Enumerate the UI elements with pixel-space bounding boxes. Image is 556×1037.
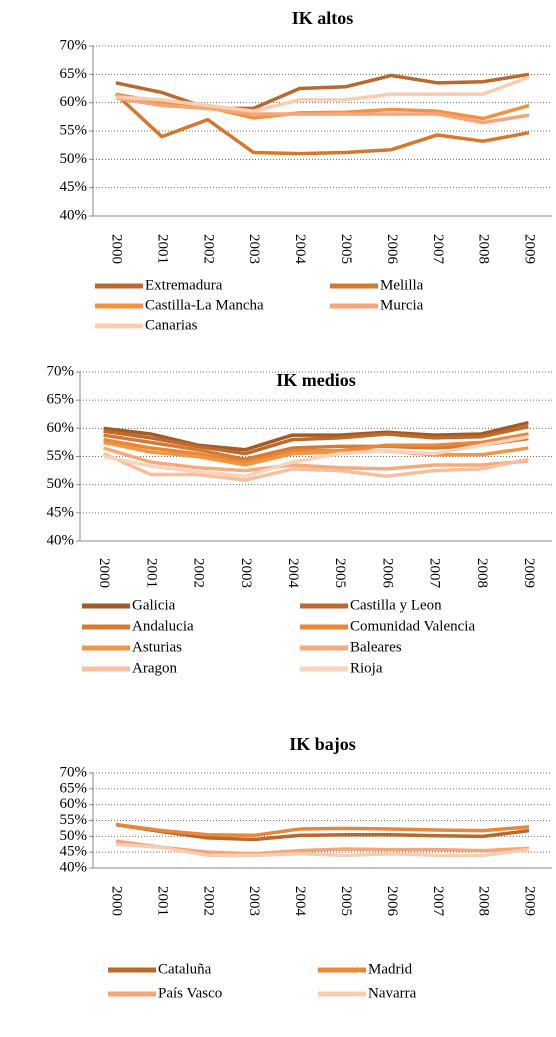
y-tick-label: 60% (60, 796, 88, 812)
series-line (103, 435, 529, 478)
x-tick-label: 2005 (338, 886, 354, 916)
series-line (103, 420, 529, 452)
y-tick-label: 40% (60, 859, 88, 875)
legend-label: Asturias (132, 639, 182, 655)
legend-label: Extremadura (145, 277, 223, 293)
chart-title: IK bajos (289, 734, 356, 754)
x-tick-label: 2005 (332, 558, 348, 588)
y-tick-label: 60% (47, 420, 75, 436)
legend-label: Madrid (368, 961, 413, 977)
y-tick-label: 65% (47, 392, 75, 408)
x-tick-label: 2006 (379, 558, 395, 589)
y-tick-label: 45% (60, 179, 88, 195)
y-tick-label: 45% (47, 504, 75, 520)
series-line (103, 424, 529, 456)
x-tick-label: 2000 (96, 558, 112, 588)
y-tick-label: 55% (47, 448, 75, 464)
x-tick-label: 2007 (430, 234, 446, 265)
x-tick-label: 2000 (109, 234, 125, 264)
series-line (115, 822, 530, 838)
y-tick-label: 70% (60, 37, 88, 53)
series-line (115, 822, 530, 842)
x-tick-label: 2004 (292, 886, 308, 917)
x-tick-label: 2009 (522, 886, 538, 916)
y-tick-label: 55% (60, 812, 88, 828)
series-line (103, 440, 529, 467)
y-tick-label: 40% (47, 532, 75, 548)
legend-label: Castilla-La Mancha (145, 297, 264, 313)
x-tick-label: 2003 (246, 886, 262, 916)
x-tick-label: 2007 (430, 886, 446, 917)
x-tick-label: 2003 (246, 234, 262, 264)
x-tick-label: 2001 (154, 234, 170, 264)
x-tick-label: 2008 (476, 234, 492, 264)
x-tick-label: 2000 (109, 886, 125, 916)
x-tick-label: 2006 (384, 234, 400, 265)
legend-label: Navarra (368, 985, 417, 1001)
y-tick-label: 50% (60, 151, 88, 167)
legend-label: Comunidad Valencia (350, 618, 475, 634)
x-tick-label: 2002 (200, 886, 216, 916)
x-tick-label: 2001 (154, 886, 170, 916)
series-line (115, 96, 530, 125)
y-tick-label: 50% (47, 476, 75, 492)
y-tick-label: 65% (60, 780, 88, 796)
x-tick-label: 2001 (143, 558, 159, 588)
x-tick-label: 2003 (238, 558, 254, 588)
y-tick-label: 60% (60, 94, 88, 110)
legend-label: Cataluña (158, 961, 212, 977)
x-tick-label: 2006 (384, 886, 400, 917)
legend-label: Murcia (380, 297, 424, 313)
x-tick-label: 2004 (285, 558, 301, 589)
x-tick-label: 2005 (338, 234, 354, 264)
legend-label: Galicia (132, 597, 176, 613)
legend-label: Rioja (350, 660, 383, 676)
legend-label: Andalucia (132, 618, 194, 634)
x-tick-label: 2002 (191, 558, 207, 588)
x-tick-label: 2009 (521, 558, 537, 588)
chart-title: IK altos (292, 8, 354, 28)
x-tick-label: 2007 (427, 558, 443, 589)
y-tick-label: 50% (60, 828, 88, 844)
x-tick-label: 2008 (476, 886, 492, 916)
series-line (102, 452, 529, 482)
x-tick-label: 2008 (474, 558, 490, 588)
y-tick-label: 45% (60, 844, 88, 860)
y-tick-label: 55% (60, 122, 88, 138)
x-tick-label: 2002 (200, 234, 216, 264)
x-tick-label: 2004 (292, 234, 308, 265)
series-line (115, 842, 530, 858)
y-tick-label: 70% (47, 363, 75, 379)
legend-label: Baleares (350, 639, 402, 655)
legend-label: Melilla (380, 277, 424, 293)
series-line (103, 446, 529, 473)
y-tick-label: 40% (60, 207, 88, 223)
series-line (115, 72, 530, 111)
series-line (115, 75, 530, 113)
series-line (103, 433, 529, 462)
series-line (114, 92, 530, 156)
chart-title: IK medios (276, 370, 356, 390)
series-line (103, 432, 529, 464)
y-tick-label: 65% (60, 66, 88, 82)
legend-label: Aragon (132, 660, 177, 676)
legend-label: Canarias (145, 317, 198, 333)
legend-label: Castilla y Leon (350, 597, 442, 613)
legend-label: País Vasco (158, 985, 222, 1001)
x-tick-label: 2009 (522, 234, 538, 264)
y-tick-label: 70% (60, 764, 88, 780)
